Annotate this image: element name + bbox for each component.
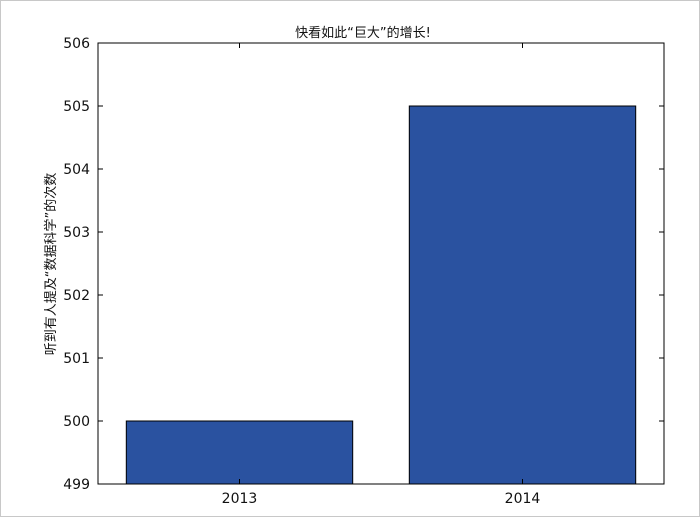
bars-group (125, 105, 637, 485)
y-tick-label: 502 (63, 288, 90, 304)
y-axis-ticks: 499 500 501 502 503 504 505 506 (63, 36, 664, 493)
y-tick-label: 503 (63, 225, 90, 241)
y-tick-label: 499 (63, 477, 90, 493)
y-tick-label: 506 (63, 36, 90, 52)
bar-2013 (125, 420, 354, 485)
y-tick-label: 500 (63, 414, 90, 430)
chart-title: 快看如此“巨大”的增长! (295, 25, 431, 41)
plot-area-frame (97, 42, 665, 485)
y-tick-label: 504 (63, 162, 90, 178)
x-tick-label: 2014 (505, 491, 541, 507)
y-tick-label: 501 (63, 351, 90, 367)
bar-2014 (408, 105, 637, 485)
x-tick-label: 2013 (222, 491, 258, 507)
x-axis-ticks: 2013 2014 (222, 43, 541, 507)
y-axis-label: 听到有人提及“数据科学”的次数 (43, 173, 59, 355)
y-tick-label: 505 (63, 99, 90, 115)
